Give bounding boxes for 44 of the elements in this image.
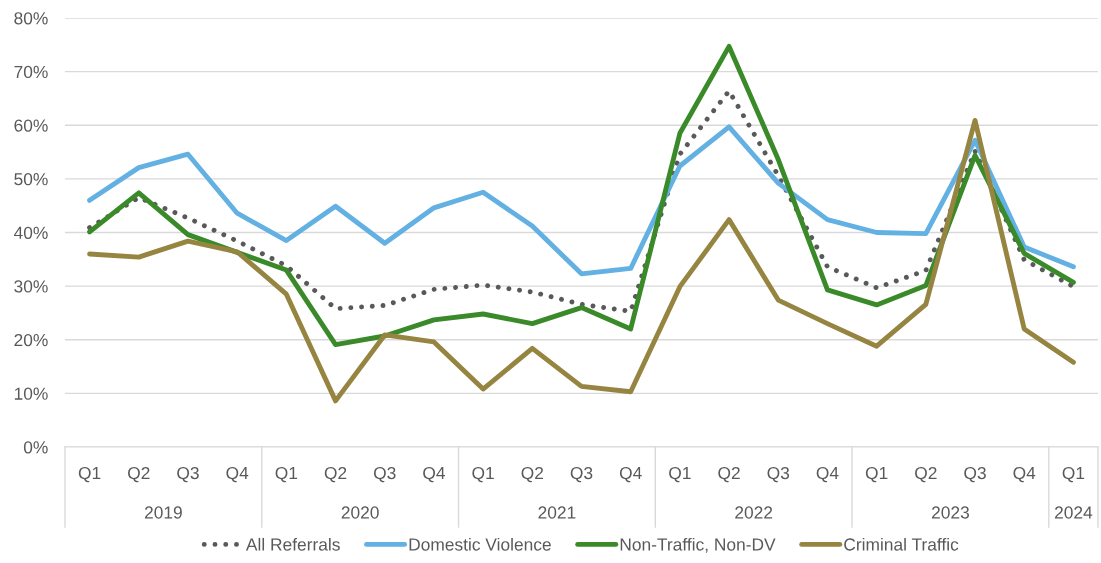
x-tick-label: Q1: [78, 466, 101, 483]
x-tick-label: Q4: [423, 466, 445, 483]
legend-label: All Referrals: [245, 537, 340, 551]
text: 2020: [341, 506, 379, 519]
x-tick-label: Q1: [865, 466, 888, 483]
line-series: [87, 88, 1076, 314]
y-tick-label: 10%: [14, 387, 48, 400]
x-tick-label: Q1: [472, 466, 494, 483]
legend-label: Non-Traffic, Non-DV: [620, 537, 776, 553]
x-tick-label: Q1: [1062, 466, 1085, 483]
x-tick-label: Q1: [669, 466, 691, 483]
y-tick-label: 0%: [23, 441, 48, 454]
text: 2024: [1054, 506, 1093, 519]
x-tick-label: Q3: [964, 466, 986, 483]
x-tick-label: Q4: [1013, 466, 1036, 483]
y-tick-label: 20%: [14, 333, 48, 347]
x-tick-label: Q2: [521, 466, 544, 483]
y-tick-label: 40%: [13, 226, 48, 239]
legend-label: Domestic Violence: [409, 537, 551, 551]
x-tick-label: Q3: [570, 466, 593, 483]
x-tick-label: Q3: [373, 466, 396, 483]
y-tick-label: 50%: [14, 173, 48, 186]
y-tick-label: 30%: [14, 280, 48, 293]
text: 2023: [931, 506, 969, 519]
y-tick-label: 60%: [14, 119, 48, 132]
text: 2021: [538, 506, 576, 519]
y-tick-label: 70%: [14, 65, 48, 79]
x-tick-label: Q2: [915, 466, 937, 483]
x-tick-label: Q4: [816, 466, 839, 483]
x-tick-label: Q1: [275, 466, 298, 483]
legend-label: Criminal Traffic: [844, 537, 959, 551]
line-series: [87, 43, 1076, 348]
x-tick-label: Q3: [177, 466, 199, 483]
x-tick-label: Q2: [324, 466, 347, 483]
line-series: [87, 117, 1076, 404]
text: 2019: [144, 506, 182, 519]
line-series: [87, 124, 1076, 277]
text: 2022: [735, 506, 773, 519]
y-tick-label: 80%: [14, 12, 48, 25]
x-tick-label: Q4: [619, 466, 642, 483]
x-tick-label: Q3: [767, 466, 790, 483]
x-tick-label: Q4: [226, 466, 249, 483]
x-tick-label: Q2: [718, 466, 740, 483]
x-tick-label: Q2: [128, 466, 150, 483]
